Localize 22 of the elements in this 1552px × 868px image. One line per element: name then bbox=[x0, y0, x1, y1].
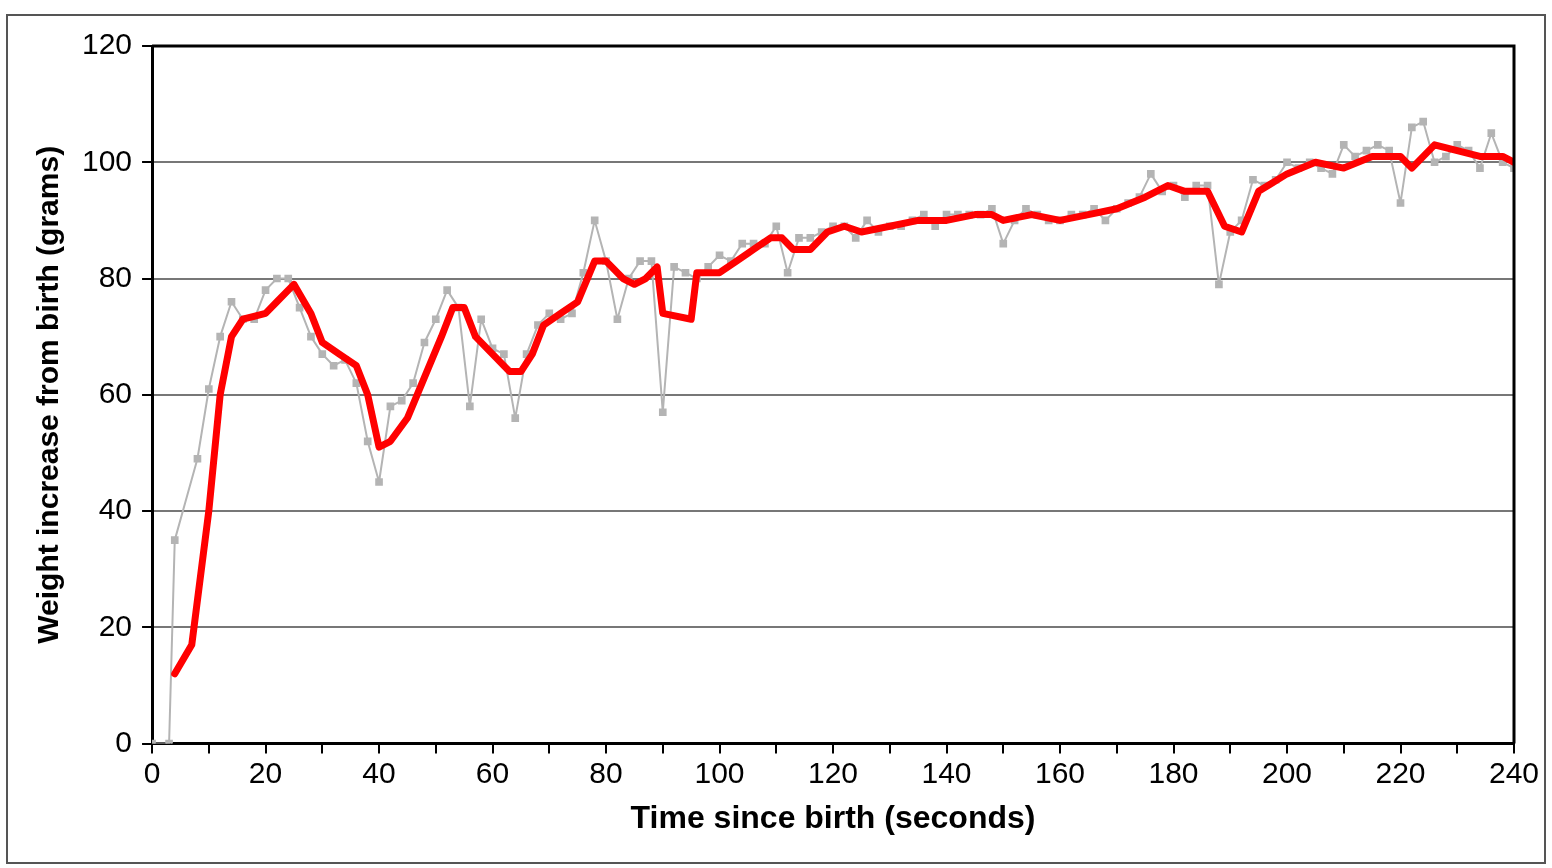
x-tick-label: 80 bbox=[589, 755, 623, 789]
x-tick-label: 100 bbox=[694, 755, 745, 789]
x-tick-label: 20 bbox=[248, 755, 283, 789]
x-tick-label: 180 bbox=[1148, 755, 1199, 789]
x-tick-label: 160 bbox=[1034, 755, 1086, 789]
y-tick-label: 80 bbox=[98, 259, 133, 293]
y-tick-label: 120 bbox=[81, 27, 133, 61]
y-tick-label: 100 bbox=[81, 143, 133, 177]
y-tick-label: 40 bbox=[98, 492, 133, 526]
x-tick-label: 140 bbox=[921, 755, 972, 789]
x-axis-title: Time since birth (seconds) bbox=[630, 798, 1036, 835]
y-tick-label: 60 bbox=[98, 376, 133, 410]
x-tick-label: 220 bbox=[1375, 755, 1426, 789]
x-tick-label: 40 bbox=[362, 755, 396, 789]
y-tick-label: 20 bbox=[98, 608, 133, 642]
x-tick-label: 60 bbox=[475, 755, 510, 789]
x-tick-label: 240 bbox=[1488, 755, 1540, 789]
x-tick-label: 0 bbox=[143, 755, 161, 789]
y-tick-label: 0 bbox=[115, 724, 133, 758]
x-tick-label: 120 bbox=[808, 755, 859, 789]
y-axis-title: Weight increase from birth (grams) bbox=[31, 145, 65, 644]
x-tick-label: 200 bbox=[1261, 755, 1313, 789]
